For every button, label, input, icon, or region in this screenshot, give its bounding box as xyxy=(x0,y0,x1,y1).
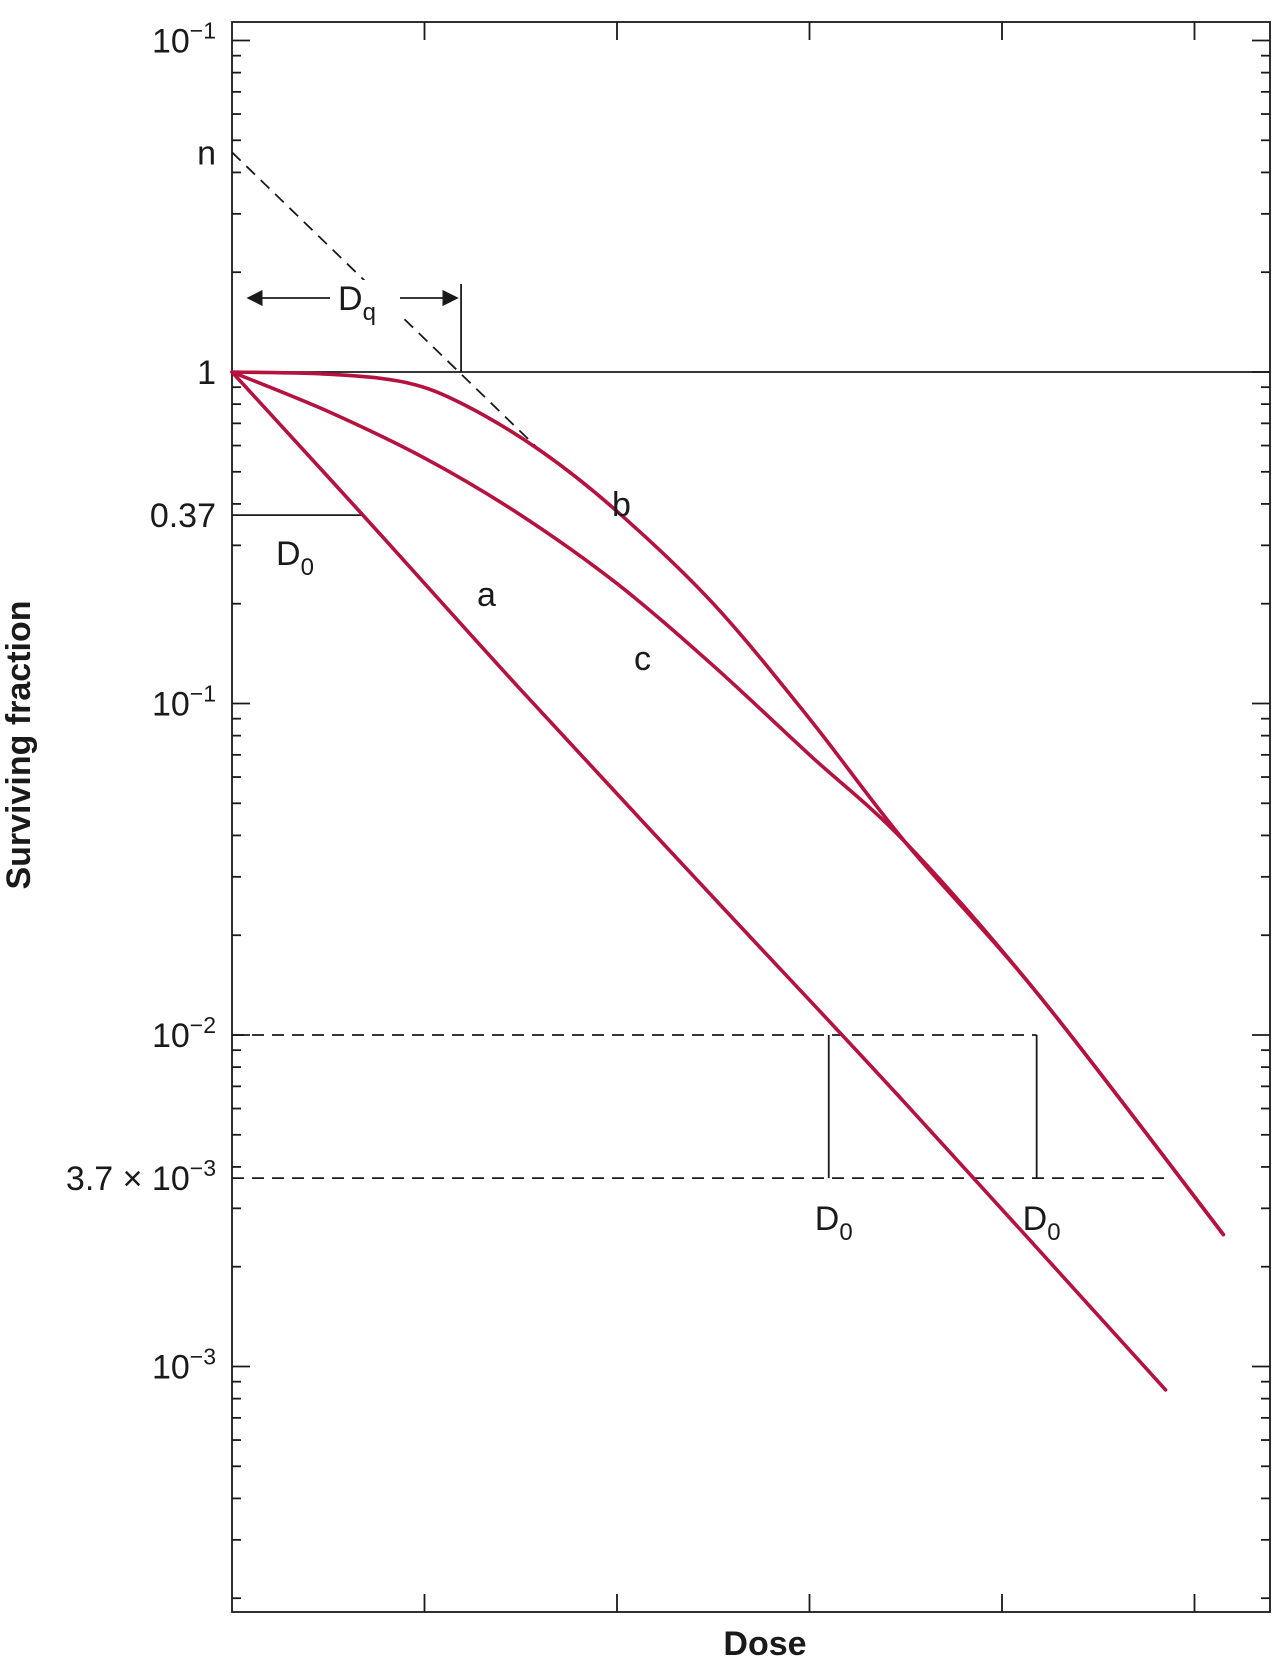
plot-frame xyxy=(231,21,1271,1613)
reference-lines xyxy=(232,371,1270,1180)
d0-a-label: D0 xyxy=(815,1200,853,1246)
extrapolation-line xyxy=(231,151,541,452)
y-tick-labels: 10−1 1 0.37 10−1 10−2 3.7 × 10−3 10−3 xyxy=(66,18,216,1387)
y-tick-label: 3.7 × 10−3 xyxy=(66,1155,216,1198)
x-axis-title: Dose xyxy=(723,1625,806,1661)
y-tick-label: 10−1 xyxy=(152,18,216,61)
y-axis-title: Surviving fraction xyxy=(0,600,38,889)
series-c-line xyxy=(230,370,1226,1237)
y-tick-label: 1 xyxy=(197,354,216,392)
series-b-line xyxy=(230,370,1226,1237)
curve-label-a: a xyxy=(477,576,496,614)
y-tick-label: 0.37 xyxy=(150,497,216,535)
y-tick-label: 10−3 xyxy=(152,1344,216,1387)
n-label: n xyxy=(197,134,216,172)
axis-ticks xyxy=(232,22,1270,1612)
y-tick-label: 10−2 xyxy=(152,1012,216,1055)
series-group xyxy=(230,370,1226,1392)
series-a-line xyxy=(230,370,1168,1392)
y-tick-label: 10−1 xyxy=(152,681,216,724)
d0-top-label: D0 xyxy=(276,535,314,581)
dq-label-bg xyxy=(330,280,400,324)
curve-label-c: c xyxy=(634,640,651,678)
curve-labels: a b c xyxy=(477,486,651,678)
curve-label-b: b xyxy=(612,486,631,524)
